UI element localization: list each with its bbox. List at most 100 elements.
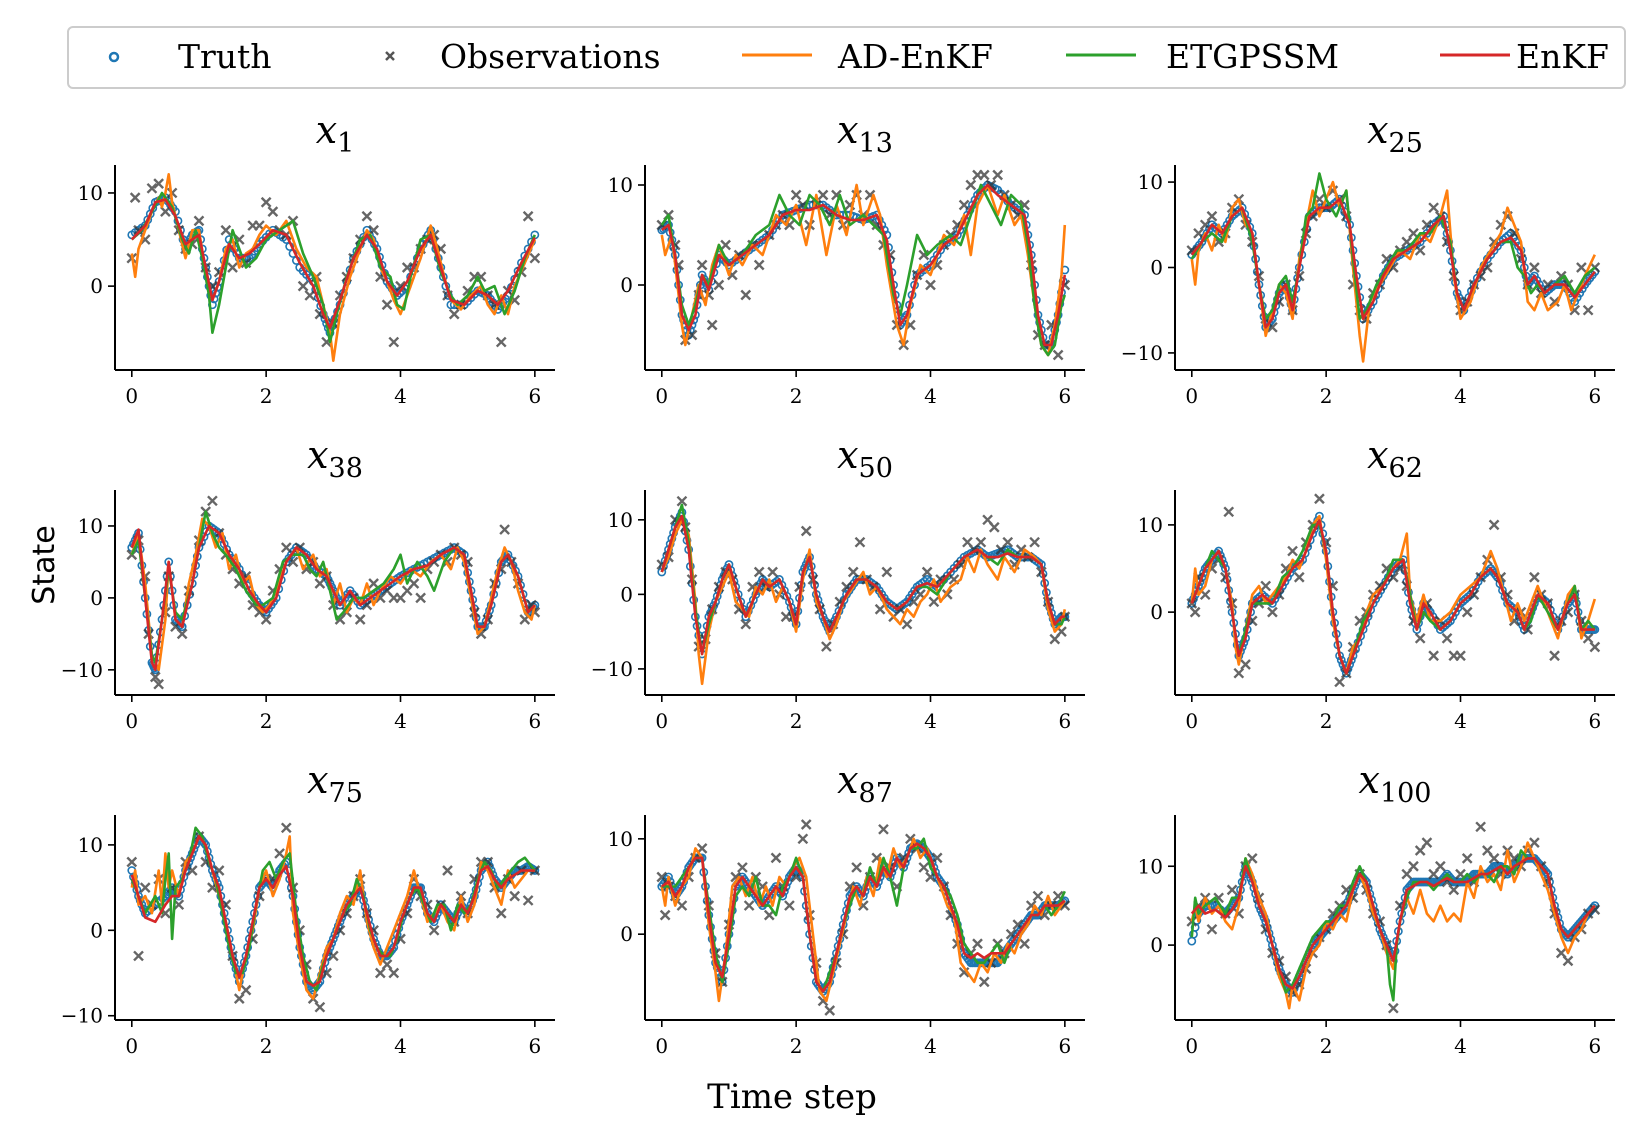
panel-title-base: x [307, 758, 328, 802]
observation-stroke [304, 290, 316, 301]
y-tick-label: 10 [78, 514, 103, 538]
observation-point [790, 871, 802, 883]
observation-stroke [1206, 923, 1218, 935]
observation-point [297, 280, 309, 292]
x-tick-label: 0 [655, 1034, 668, 1058]
panel-x13: x13 0 2 4 6 10 0 [608, 108, 1085, 408]
observation-stroke [388, 336, 400, 348]
observation-point [442, 865, 453, 876]
panel-title-x50: x50 [837, 433, 893, 484]
observation-stroke [972, 938, 983, 950]
plot-area [126, 173, 541, 362]
observation-stroke [925, 279, 936, 291]
observation-stroke [448, 308, 460, 320]
panel-title-base: x [837, 433, 858, 477]
observation-stroke [1428, 650, 1439, 662]
panel-title-base: x [316, 108, 337, 152]
observation-stroke [280, 542, 292, 553]
observation-point [740, 289, 752, 301]
observation-point [133, 950, 144, 962]
observation-stroke [240, 257, 252, 269]
observation-stroke [1052, 349, 1064, 361]
observation-stroke [952, 219, 963, 231]
observation-point [921, 566, 933, 578]
observation-point [314, 1001, 326, 1013]
observation-stroke [958, 966, 970, 978]
observation-point [448, 308, 460, 320]
observation-stroke [1381, 253, 1392, 265]
x-tick-label: 6 [1058, 1034, 1071, 1058]
observation-stroke [1213, 236, 1225, 248]
observation-stroke [841, 581, 852, 593]
observation-stroke [126, 856, 138, 868]
observation-stroke [495, 907, 507, 919]
observation-stroke [368, 578, 379, 589]
observation-point [354, 614, 366, 625]
observation-point [388, 967, 400, 979]
observation-stroke [1455, 650, 1466, 662]
observation-stroke [495, 336, 507, 348]
y-axis-label: State [27, 525, 62, 604]
observation-stroke [898, 852, 909, 864]
panel-title-base: x [837, 108, 858, 152]
legend-marker-truth [108, 51, 120, 63]
observation-point [1052, 349, 1064, 361]
observation-stroke [1052, 890, 1064, 902]
legend-marker-observations [385, 51, 395, 61]
observation-stroke [220, 224, 232, 236]
legend-label-truth: Truth [178, 37, 272, 76]
observation-point [240, 984, 252, 996]
truth-point [1207, 220, 1217, 230]
observations-series [126, 495, 541, 690]
panel-title-sub: 13 [859, 128, 893, 159]
truth-point [1443, 618, 1453, 628]
observation-point [213, 865, 225, 876]
observation-stroke [1327, 185, 1339, 196]
observation-point [1589, 641, 1601, 653]
y-tick-label: −10 [61, 1004, 103, 1028]
panel-title-sub: 50 [859, 453, 893, 484]
observation-point [408, 578, 420, 589]
observation-point [784, 900, 795, 911]
observation-stroke [1515, 253, 1527, 265]
observation-stroke [133, 950, 144, 962]
observation-stroke [978, 169, 990, 181]
observation-point [193, 215, 205, 227]
x-tick-label: 0 [1185, 384, 1198, 408]
observation-stroke [173, 899, 185, 911]
observation-point [220, 224, 232, 236]
observation-stroke [874, 603, 886, 615]
observation-stroke [1193, 227, 1204, 239]
observation-stroke [126, 549, 138, 561]
observation-stroke [1562, 606, 1574, 618]
observation-stroke [844, 881, 856, 892]
observation-point [260, 196, 272, 208]
enkf-line [130, 198, 536, 330]
observation-point [153, 678, 165, 690]
observation-stroke [915, 589, 926, 600]
observation-stroke [1199, 589, 1211, 601]
y-tick-label: −10 [591, 657, 633, 681]
observation-point [1267, 606, 1278, 618]
observation-point [1414, 632, 1426, 644]
observation-point [368, 578, 379, 589]
observation-point [509, 890, 521, 902]
plot-area [1186, 821, 1601, 1014]
observation-stroke [1455, 868, 1466, 880]
panel-x50: x50 0 2 4 6 10 0 −10 [591, 433, 1085, 733]
observation-stroke [821, 641, 832, 652]
observation-stroke [763, 909, 775, 921]
observation-point [1029, 536, 1040, 548]
x-tick-label: 4 [1454, 709, 1467, 733]
observation-stroke [207, 495, 218, 507]
observation-stroke [1186, 598, 1198, 609]
plot-area [656, 495, 1071, 686]
truth-point [1435, 625, 1445, 634]
observation-stroke [321, 967, 332, 979]
observation-point [800, 819, 812, 830]
observation-point [1293, 571, 1305, 583]
observation-stroke [1002, 536, 1014, 548]
observation-stroke [978, 976, 990, 988]
